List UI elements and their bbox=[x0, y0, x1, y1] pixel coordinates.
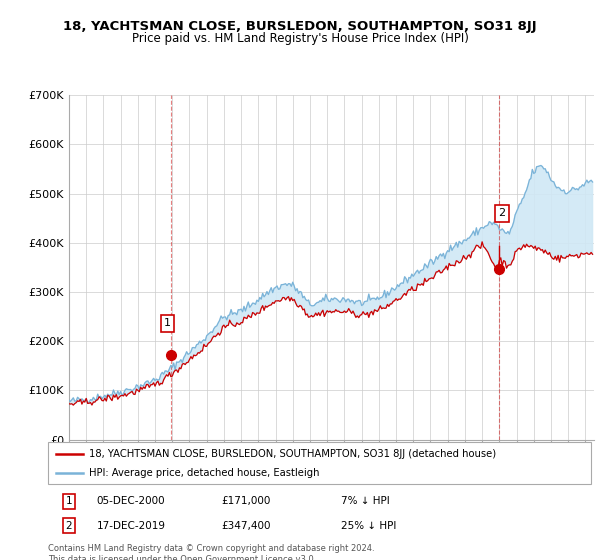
Text: 25% ↓ HPI: 25% ↓ HPI bbox=[341, 521, 397, 531]
Text: 17-DEC-2019: 17-DEC-2019 bbox=[97, 521, 166, 531]
Text: £347,400: £347,400 bbox=[222, 521, 271, 531]
Text: 7% ↓ HPI: 7% ↓ HPI bbox=[341, 496, 390, 506]
Text: 05-DEC-2000: 05-DEC-2000 bbox=[97, 496, 166, 506]
Text: 18, YACHTSMAN CLOSE, BURSLEDON, SOUTHAMPTON, SO31 8JJ: 18, YACHTSMAN CLOSE, BURSLEDON, SOUTHAMP… bbox=[63, 20, 537, 32]
Text: 18, YACHTSMAN CLOSE, BURSLEDON, SOUTHAMPTON, SO31 8JJ (detached house): 18, YACHTSMAN CLOSE, BURSLEDON, SOUTHAMP… bbox=[89, 449, 496, 459]
Text: Price paid vs. HM Land Registry's House Price Index (HPI): Price paid vs. HM Land Registry's House … bbox=[131, 32, 469, 45]
Text: Contains HM Land Registry data © Crown copyright and database right 2024.
This d: Contains HM Land Registry data © Crown c… bbox=[48, 544, 374, 560]
Text: HPI: Average price, detached house, Eastleigh: HPI: Average price, detached house, East… bbox=[89, 468, 319, 478]
Text: 1: 1 bbox=[65, 496, 72, 506]
Text: 2: 2 bbox=[65, 521, 72, 531]
Text: 2: 2 bbox=[499, 208, 506, 218]
Text: £171,000: £171,000 bbox=[222, 496, 271, 506]
Text: 1: 1 bbox=[164, 319, 171, 329]
